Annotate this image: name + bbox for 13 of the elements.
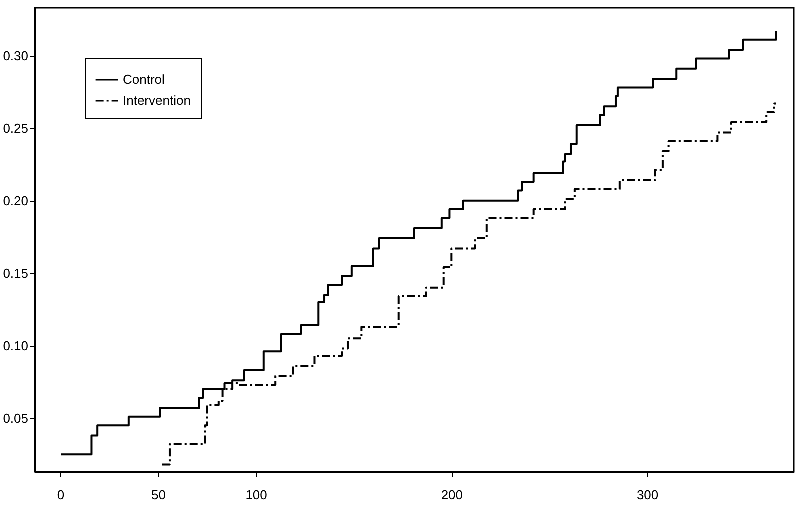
y-tick-label: 0.05 xyxy=(3,410,28,426)
y-tick-label: 0.15 xyxy=(3,266,28,281)
y-tick-label: 0.25 xyxy=(3,120,28,136)
x-tick-label: 100 xyxy=(246,488,268,502)
x-tick-label: 50 xyxy=(152,488,166,502)
y-tick-label: 0.20 xyxy=(3,193,28,208)
legend-label: Intervention xyxy=(123,93,191,108)
x-tick-label: 300 xyxy=(636,488,659,502)
x-tick-label: 200 xyxy=(441,488,464,502)
y-tick-label: 0.30 xyxy=(3,48,28,64)
legend-label: Control xyxy=(123,72,166,87)
y-tick-label: 0.10 xyxy=(3,338,28,354)
x-tick-label: 0 xyxy=(57,488,65,502)
